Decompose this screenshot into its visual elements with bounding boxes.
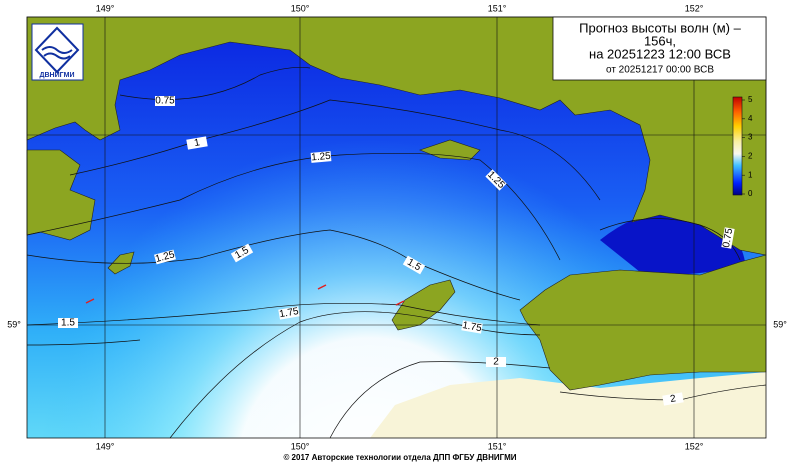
longitude-label: 152° bbox=[685, 3, 704, 13]
island bbox=[391, 279, 456, 331]
logo-waves bbox=[41, 46, 73, 60]
contour-label-text: 1.25 bbox=[154, 249, 176, 265]
contour-label-text: 0.75 bbox=[721, 227, 735, 249]
longitude-label: 150° bbox=[291, 3, 310, 13]
contour-label-text: 1.5 bbox=[61, 318, 75, 329]
contour-label: 1.5 bbox=[58, 318, 78, 329]
colorbar-label: 3 bbox=[748, 133, 753, 142]
contour-label-bg bbox=[58, 318, 78, 328]
longitude-label: 150° bbox=[291, 441, 310, 451]
logo-emblem bbox=[34, 26, 80, 74]
contour-label: 0.75 bbox=[155, 96, 175, 107]
longitude-label: 149° bbox=[96, 441, 115, 451]
colorbar-label: 0 bbox=[748, 189, 753, 198]
copyright: © 2017 Авторские технологии отдела ДПП Ф… bbox=[283, 453, 516, 462]
land-south-east bbox=[519, 254, 767, 391]
contour-label-text: 1.25 bbox=[311, 151, 332, 164]
map-frame bbox=[26, 16, 767, 439]
contour-label-bg bbox=[310, 151, 332, 163]
contour-label-bg bbox=[662, 392, 684, 406]
contour-label: 2 bbox=[662, 392, 684, 406]
contour-label-text: 1.75 bbox=[278, 306, 300, 320]
logo-text: ДВНИГМИ bbox=[40, 72, 75, 79]
contour-label-text: 2 bbox=[493, 357, 499, 368]
contour-label: 2 bbox=[486, 357, 506, 368]
land-cape bbox=[419, 139, 481, 161]
contour-label: 1.25 bbox=[154, 249, 176, 265]
longitude-label: 152° bbox=[685, 441, 704, 451]
title-background bbox=[552, 16, 767, 81]
title-subline: от 20251217 00:00 ВСВ bbox=[606, 65, 714, 76]
contours bbox=[26, 66, 767, 439]
contour-label-text: 1 bbox=[193, 137, 201, 149]
latitude-label: 59° bbox=[773, 319, 787, 329]
contour-label-bg bbox=[278, 306, 300, 320]
logo: ДВНИГМИ bbox=[31, 23, 84, 81]
contour-label-text: 1.75 bbox=[461, 320, 483, 334]
colorbar bbox=[732, 96, 743, 196]
contour-label-bg bbox=[721, 227, 735, 249]
contour-label-bg bbox=[155, 96, 175, 106]
wave-arrows bbox=[85, 284, 405, 306]
contour-label: 1.25 bbox=[310, 151, 332, 164]
contour-label: 1 bbox=[186, 136, 208, 150]
contour-label-bg bbox=[402, 255, 426, 275]
contour-label: 0.75 bbox=[721, 227, 735, 249]
map-area bbox=[26, 16, 767, 439]
contour-label-bg bbox=[186, 136, 208, 150]
colorbar-label: 2 bbox=[748, 152, 753, 161]
title-line: Прогноз высоты волн (м) – bbox=[579, 20, 741, 35]
title-line: 156ч, bbox=[644, 33, 676, 48]
contour-label-bg bbox=[230, 243, 254, 263]
latitude-label: 59° bbox=[7, 319, 21, 329]
title-line: на 20251223 12:00 ВСВ bbox=[589, 46, 731, 61]
contour-label-text: 0.75 bbox=[155, 96, 175, 107]
contour-label: 1.75 bbox=[278, 306, 300, 320]
sea-light bbox=[370, 372, 766, 438]
contour-label-text: 2 bbox=[669, 393, 677, 405]
longitude-label: 151° bbox=[488, 441, 507, 451]
contour-label-bg bbox=[486, 357, 506, 367]
title-box: Прогноз высоты волн (м) – 156ч, на 20251… bbox=[552, 16, 767, 81]
longitude-label: 151° bbox=[488, 3, 507, 13]
contour-label-bg bbox=[485, 169, 507, 191]
contour-label: 1.75 bbox=[461, 320, 483, 334]
graticule bbox=[27, 17, 766, 438]
colorbar-label: 4 bbox=[748, 114, 753, 123]
contour-label-bg bbox=[461, 320, 483, 334]
longitude-label: 149° bbox=[96, 3, 115, 13]
colorbar-label: 5 bbox=[748, 95, 753, 104]
colorbar-label: 1 bbox=[748, 170, 753, 179]
